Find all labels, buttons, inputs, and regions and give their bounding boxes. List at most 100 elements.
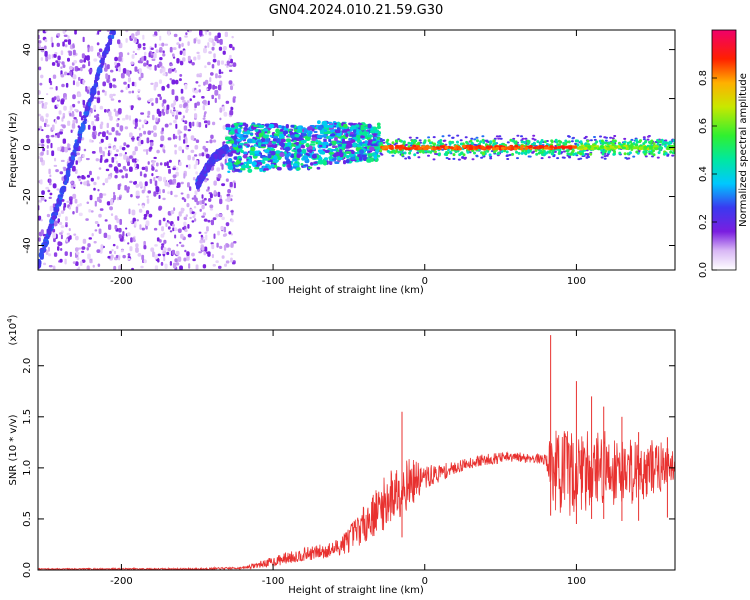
spectrogram-cell [228, 69, 233, 73]
spectrogram-cell [96, 176, 100, 180]
spectrogram-cell [190, 135, 195, 141]
spectrogram-cell [150, 47, 154, 50]
spectrogram-cell [309, 149, 313, 154]
spectrogram-cell [464, 136, 468, 139]
spectrogram-cell [297, 128, 302, 132]
spectrogram-cell [219, 117, 222, 121]
spectrogram-cell [378, 142, 382, 146]
spectrogram-cell [441, 135, 445, 138]
spectrogram-cell [350, 139, 356, 144]
spectrogram-cell [50, 36, 53, 43]
spectrogram-cell [232, 62, 237, 68]
spectrogram-cell [233, 182, 236, 189]
spectrogram-cell [251, 161, 257, 166]
spectrogram-cell [117, 39, 121, 45]
spectrogram-cell [88, 69, 93, 73]
spectrogram-cell [379, 152, 383, 155]
spectrogram-cell [574, 139, 578, 143]
spectrogram-cell [360, 125, 365, 131]
spectrogram-cell [515, 150, 518, 154]
spectrogram-cell [379, 149, 383, 153]
spectrogram-cell [43, 242, 48, 247]
spectrogram-cell [167, 211, 172, 216]
spectrogram-cell [234, 140, 238, 145]
spectrogram-cell [442, 139, 446, 142]
spectrogram-cell [57, 55, 61, 61]
spectrogram-cell [68, 206, 72, 210]
spectrogram-cell [198, 176, 202, 180]
spectrogram-cell [149, 178, 153, 184]
spectrogram-cell [648, 140, 651, 144]
spectrogram-cell [97, 223, 100, 227]
spectrogram-cell [258, 142, 262, 146]
spectrogram-cell [174, 115, 178, 120]
spectrogram-cell [50, 142, 53, 149]
spectrogram-cell [125, 114, 129, 120]
spectrogram-cell [359, 156, 363, 161]
spectrogram-cell [82, 64, 86, 69]
spectrogram-cell [110, 213, 114, 217]
spectrogram-cell [324, 149, 330, 153]
spectrogram-cell [275, 150, 281, 154]
spectrogram-cell [593, 136, 596, 138]
spectrogram-cell [238, 158, 242, 161]
spectrogram-cell [394, 150, 398, 153]
spectrogram-cell [166, 104, 170, 110]
spectrogram-cell [183, 221, 187, 227]
spectrogram-cell [664, 139, 668, 142]
spectrogram-cell [415, 136, 419, 139]
spectrogram-cell [556, 146, 561, 149]
spectrogram-cell [198, 89, 201, 93]
spectrogram-cell [74, 198, 78, 204]
spectrogram-cell [57, 132, 60, 139]
spectrogram-cell [161, 42, 165, 47]
spectrogram-cell [189, 216, 192, 220]
spectrogram-cell [132, 150, 136, 156]
spectrogram-cell [301, 148, 307, 154]
spectrogram-cell [631, 146, 636, 150]
spectrogram-cell [368, 139, 373, 143]
spectrogram-cell [541, 153, 544, 156]
spectrogram-cell [102, 182, 105, 186]
spectrogram-cell [606, 147, 611, 151]
spectrogram-cell [130, 105, 134, 109]
spectrogram-cell [80, 66, 83, 72]
spectrogram-cell [264, 138, 270, 144]
spectrogram-cell [180, 88, 184, 94]
spectrogram-cell [159, 57, 163, 61]
spectrogram-cell [228, 167, 233, 170]
spectrogram-cell [426, 150, 430, 154]
spectrogram-cell [184, 229, 188, 233]
spectrogram-cell [481, 151, 485, 155]
spectrogram-cell [466, 150, 470, 154]
spectrogram-cell [217, 84, 221, 91]
spectrogram-cell [219, 245, 223, 250]
spectrogram-cell [204, 231, 207, 234]
spectrogram-cell [72, 103, 76, 108]
spectrogram-cell [137, 253, 142, 257]
spectrogram-cell [270, 150, 276, 156]
spectrogram-cell [599, 145, 604, 148]
spectrogram-cell [550, 152, 554, 156]
spectrogram-cell [164, 263, 168, 269]
spectrogram-cell [167, 226, 171, 230]
spectrogram-cell [233, 156, 239, 160]
spectrogram-cell [64, 258, 67, 265]
spectrogram-cell [73, 60, 78, 64]
spectrogram-cell [310, 143, 316, 146]
spectrogram-cell [634, 143, 638, 147]
spectrogram-cell [201, 215, 205, 218]
spectrogram-cell [161, 127, 164, 132]
spectrogram-cell [149, 66, 152, 71]
spectrogram-cell [569, 152, 573, 156]
spectrogram-cell [234, 168, 241, 172]
spectrogram-cell [648, 150, 652, 154]
spectrogram-cell [222, 148, 227, 152]
spectrogram-cell [54, 220, 58, 227]
spectrogram-cell [285, 160, 292, 165]
spectrogram-cell [135, 243, 139, 248]
spectrogram-cell [158, 118, 161, 123]
spectrogram-cell [209, 204, 214, 209]
snr-frame [37, 329, 676, 571]
spectrogram-cell [85, 158, 90, 161]
